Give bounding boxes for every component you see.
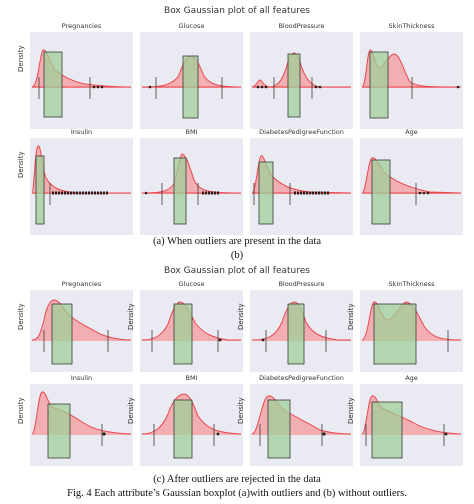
panel-title: BMI bbox=[185, 128, 198, 136]
panel-title: Glucose bbox=[178, 22, 205, 30]
kde-box-plot bbox=[360, 138, 463, 235]
panel-skinthickness: SkinThickness bbox=[360, 22, 463, 129]
y-axis-label: Density bbox=[17, 303, 25, 330]
kde-box-plot bbox=[250, 290, 353, 372]
figure-title: Box Gaussian plot of all features bbox=[164, 266, 310, 276]
panel-bmi: BMI Density bbox=[127, 374, 243, 466]
y-axis-label: Density bbox=[237, 303, 245, 330]
kde-box-plot bbox=[30, 138, 133, 235]
panel-title: DiabetesPedigreeFunction bbox=[259, 128, 344, 136]
panel-title: Age bbox=[405, 128, 418, 136]
kde-box-plot bbox=[30, 384, 133, 466]
panel-pregnancies: Pregnancies Density bbox=[17, 22, 133, 129]
panel-title: SkinThickness bbox=[388, 22, 435, 30]
figure-title: Box Gaussian plot of all features bbox=[164, 6, 310, 16]
panel-title: DiabetesPedigreeFunction bbox=[259, 374, 344, 382]
panel-glucose: Glucose Density bbox=[127, 280, 243, 372]
y-axis-label: Density bbox=[17, 45, 25, 72]
panel-insulin: Insulin Density bbox=[17, 374, 133, 466]
kde-box-plot bbox=[140, 138, 243, 235]
kde-box-plot bbox=[140, 32, 243, 129]
y-axis-label: Density bbox=[17, 151, 25, 178]
panel-bloodpressure: BloodPressure bbox=[250, 22, 353, 129]
y-axis-label: Density bbox=[347, 303, 355, 330]
panel-title: Insulin bbox=[70, 374, 93, 382]
y-axis-label: Density bbox=[127, 303, 135, 330]
figure-with-outliers: Box Gaussian plot of all features Pregna… bbox=[0, 0, 474, 250]
panel-bloodpressure: BloodPressure Density bbox=[237, 280, 353, 372]
kde-box-plot bbox=[250, 384, 353, 466]
y-axis-label: Density bbox=[237, 397, 245, 424]
panel-title: Pregnancies bbox=[61, 22, 102, 30]
panel-diabetespedigreefunction: DiabetesPedigreeFunction Density bbox=[237, 374, 353, 466]
kde-box-plot bbox=[360, 32, 463, 129]
panel-age: Age Density bbox=[347, 374, 463, 466]
panel-diabetespedigreefunction: DiabetesPedigreeFunction bbox=[250, 128, 353, 235]
kde-box-plot bbox=[360, 384, 463, 466]
panel-title: BMI bbox=[185, 374, 198, 382]
panel-title: Glucose bbox=[178, 280, 205, 288]
y-axis-label: Density bbox=[127, 397, 135, 424]
kde-box-plot bbox=[250, 32, 353, 129]
subfigure-caption-b: (b) bbox=[230, 250, 244, 261]
kde-box-plot bbox=[30, 290, 133, 372]
panel-insulin: Insulin Density bbox=[17, 128, 133, 235]
panel-bmi: BMI bbox=[140, 128, 243, 235]
subfigure-caption-c: (c) After outliers are rejected in the d… bbox=[153, 474, 321, 485]
kde-box-plot bbox=[140, 290, 243, 372]
y-axis-label: Density bbox=[347, 397, 355, 424]
panel-title: Pregnancies bbox=[61, 280, 102, 288]
panel-age: Age bbox=[360, 128, 463, 235]
subfigure-caption-a: (a) When outliers are present in the dat… bbox=[152, 236, 322, 247]
panel-title: Age bbox=[405, 374, 418, 382]
figure-without-outliers: Box Gaussian plot of all features Pregna… bbox=[0, 262, 474, 504]
figure-caption: Fig. 4 Each attribute’s Gaussian boxplot… bbox=[67, 488, 407, 499]
panel-title: Insulin bbox=[70, 128, 93, 136]
panel-skinthickness: SkinThickness Density bbox=[347, 280, 463, 372]
panel-pregnancies: Pregnancies Density bbox=[17, 280, 133, 372]
kde-box-plot bbox=[360, 290, 463, 372]
y-axis-label: Density bbox=[17, 397, 25, 424]
panel-glucose: Glucose bbox=[140, 22, 243, 129]
kde-box-plot bbox=[30, 32, 133, 129]
panel-title: SkinThickness bbox=[388, 280, 435, 288]
kde-box-plot bbox=[250, 138, 353, 235]
kde-box-plot bbox=[140, 384, 243, 466]
panel-title: BloodPressure bbox=[278, 280, 325, 288]
panel-title: BloodPressure bbox=[278, 22, 325, 30]
